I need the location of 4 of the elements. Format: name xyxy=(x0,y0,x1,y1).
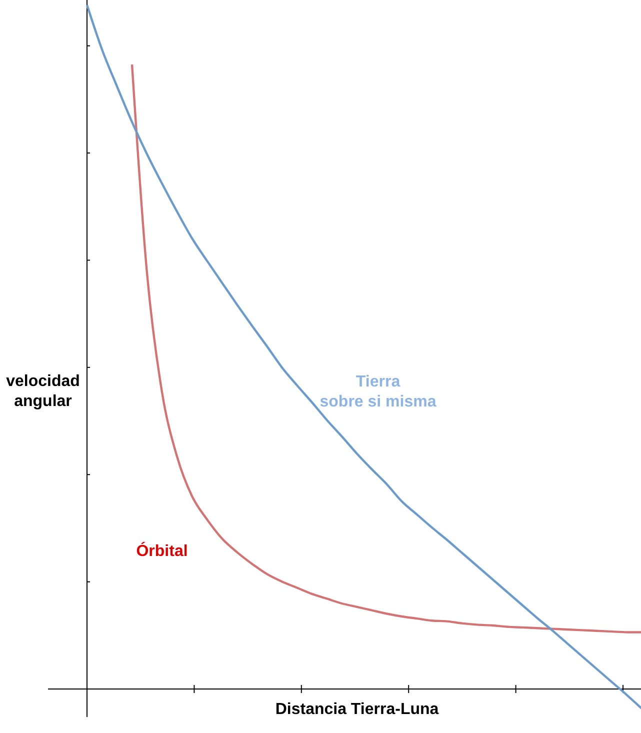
y-axis-title: velocidad angular xyxy=(6,373,80,410)
series-label: Tierra sobre si misma xyxy=(320,374,436,411)
x-axis-title: Distancia Tierra-Luna xyxy=(275,701,439,718)
series-label: Órbital xyxy=(136,541,188,560)
